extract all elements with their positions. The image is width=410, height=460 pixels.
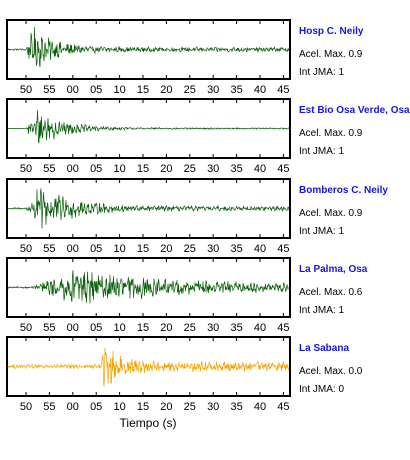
tick-label: 50 <box>20 243 32 255</box>
station-intensity: Int JMA: 1 <box>299 67 344 78</box>
tick-label: 45 <box>277 322 289 334</box>
tick-label: 05 <box>90 163 102 175</box>
tick-label: 05 <box>90 322 102 334</box>
tick-label: 55 <box>43 401 55 413</box>
panel-frame <box>6 257 291 318</box>
tick-label: 00 <box>67 401 79 413</box>
station-accel: Acel. Max. 0.0 <box>299 366 363 377</box>
panel-frame <box>6 178 291 239</box>
tick-label: 10 <box>113 84 125 96</box>
tick-label: 40 <box>254 243 266 255</box>
tick-label: 45 <box>277 84 289 96</box>
station-accel: Acel. Max. 0.9 <box>299 128 363 139</box>
tick-label: 20 <box>160 84 172 96</box>
tick-label: 00 <box>67 84 79 96</box>
tick-label: 05 <box>90 401 102 413</box>
tick-label: 15 <box>137 163 149 175</box>
tick-label: 55 <box>43 243 55 255</box>
tick-label: 35 <box>230 401 242 413</box>
station-accel: Acel. Max. 0.9 <box>299 49 363 60</box>
tick-label: 20 <box>160 163 172 175</box>
tick-label: 10 <box>113 243 125 255</box>
tick-label: 05 <box>90 84 102 96</box>
tick-label: 50 <box>20 84 32 96</box>
tick-label: 55 <box>43 322 55 334</box>
tick-label: 25 <box>184 163 196 175</box>
seismogram-panels: 50 55 00 05 10 15 20 25 30 35 40 45 Hosp C. Neily Ace… <box>6 19 410 413</box>
tick-label: 20 <box>160 401 172 413</box>
tick-label: 30 <box>207 322 219 334</box>
tick-label: 50 <box>20 322 32 334</box>
tick-label: 55 <box>43 163 55 175</box>
tick-label: 40 <box>254 401 266 413</box>
panel-frame <box>6 19 291 80</box>
station-intensity: Int JMA: 1 <box>299 146 344 157</box>
station-accel: Acel. Max. 0.6 <box>299 287 363 298</box>
station-name: Bomberos C. Neily <box>299 185 388 196</box>
tick-label: 35 <box>230 84 242 96</box>
station-name: Hosp C. Neily <box>299 26 364 37</box>
tick-label: 05 <box>90 243 102 255</box>
x-axis-title: Tiempo (s) <box>120 416 177 430</box>
tick-label: 40 <box>254 322 266 334</box>
tick-label: 00 <box>67 243 79 255</box>
tick-label: 30 <box>207 401 219 413</box>
tick-label: 25 <box>184 401 196 413</box>
waveform-line <box>7 110 290 144</box>
tick-label: 35 <box>230 322 242 334</box>
panel-frame <box>6 336 291 397</box>
tick-label: 00 <box>67 163 79 175</box>
station-intensity: Int JMA: 1 <box>299 226 344 237</box>
waveform-line <box>7 26 290 68</box>
tick-label: 25 <box>184 243 196 255</box>
tick-label: 45 <box>277 163 289 175</box>
tick-label: 20 <box>160 322 172 334</box>
tick-label: 15 <box>137 243 149 255</box>
station-name: La Sabana <box>299 343 349 354</box>
tick-label: 50 <box>20 401 32 413</box>
tick-label: 40 <box>254 163 266 175</box>
station-name: La Palma, Osa <box>299 264 368 275</box>
tick-label: 30 <box>207 243 219 255</box>
tick-label: 10 <box>113 163 125 175</box>
tick-label: 15 <box>137 401 149 413</box>
tick-label: 25 <box>184 322 196 334</box>
tick-label: 30 <box>207 84 219 96</box>
tick-label: 45 <box>277 401 289 413</box>
tick-label: 15 <box>137 322 149 334</box>
tick-label: 35 <box>230 243 242 255</box>
tick-label: 55 <box>43 84 55 96</box>
tick-label: 10 <box>113 322 125 334</box>
tick-label: 25 <box>184 84 196 96</box>
waveform-line <box>7 188 290 229</box>
waveform-line <box>7 347 290 387</box>
tick-label: 45 <box>277 243 289 255</box>
tick-label: 40 <box>254 84 266 96</box>
tick-label: 15 <box>137 84 149 96</box>
station-accel: Acel. Max. 0.9 <box>299 208 363 219</box>
tick-label: 00 <box>67 322 79 334</box>
station-intensity: Int JMA: 1 <box>299 305 344 316</box>
tick-label: 35 <box>230 163 242 175</box>
station-name: Est Bio Osa Verde, Osa <box>299 105 410 116</box>
panel-frame <box>6 98 291 159</box>
tick-label: 30 <box>207 163 219 175</box>
tick-label: 50 <box>20 163 32 175</box>
tick-label: 20 <box>160 243 172 255</box>
tick-label: 10 <box>113 401 125 413</box>
waveform-line <box>7 270 290 304</box>
station-intensity: Int JMA: 0 <box>299 384 344 395</box>
